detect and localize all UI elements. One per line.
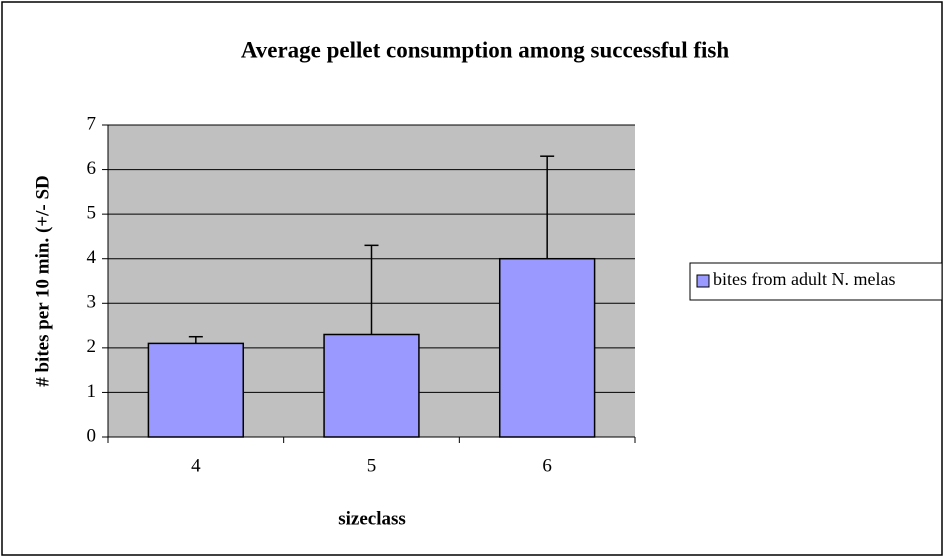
bar bbox=[147, 342, 245, 438]
y-axis-title: # bites per 10 min. (+/- SD bbox=[32, 175, 53, 387]
legend-swatch bbox=[696, 274, 710, 288]
y-tick-label: 4 bbox=[87, 247, 97, 268]
y-tick-label: 5 bbox=[87, 203, 97, 224]
y-tick-label: 0 bbox=[87, 425, 97, 446]
x-axis-title: sizeclass bbox=[338, 508, 406, 529]
bar bbox=[323, 333, 420, 438]
x-tick-label: 5 bbox=[367, 455, 377, 476]
y-tick-label: 6 bbox=[87, 158, 97, 179]
y-tick-label: 7 bbox=[87, 113, 97, 134]
y-tick-label: 2 bbox=[87, 336, 97, 357]
legend-box bbox=[689, 262, 943, 301]
legend-label: bites from adult N. melas bbox=[713, 269, 895, 289]
x-tick-label: 6 bbox=[542, 455, 552, 476]
y-tick-label: 1 bbox=[87, 381, 97, 402]
y-tick-label: 3 bbox=[87, 292, 97, 313]
chart-title: Average pellet consumption among success… bbox=[241, 37, 730, 62]
x-tick-label: 4 bbox=[191, 455, 201, 476]
bar bbox=[498, 257, 596, 438]
